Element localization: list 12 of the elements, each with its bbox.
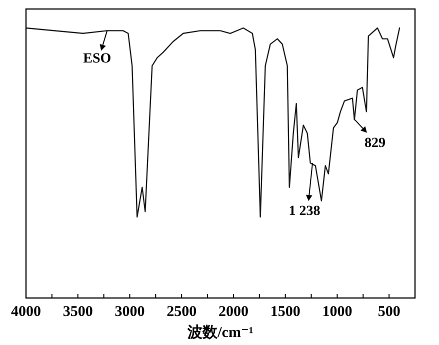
x-tick-label: 2000 [218, 304, 248, 320]
x-tick-label: 3000 [114, 304, 145, 320]
annotation: 1 238 [288, 204, 320, 219]
x-tick-label: 3500 [62, 304, 93, 320]
x-tick-label: 4000 [11, 304, 41, 320]
x-tick-label: 1000 [322, 304, 352, 320]
x-tick-label: 1500 [270, 304, 300, 320]
x-tick-label: 500 [378, 304, 400, 320]
x-axis-title: 波数/cm⁻¹ [186, 324, 254, 341]
x-tick-label: 2500 [166, 304, 197, 320]
annotation: ESO [83, 52, 112, 67]
annotation: 829 [364, 136, 386, 151]
